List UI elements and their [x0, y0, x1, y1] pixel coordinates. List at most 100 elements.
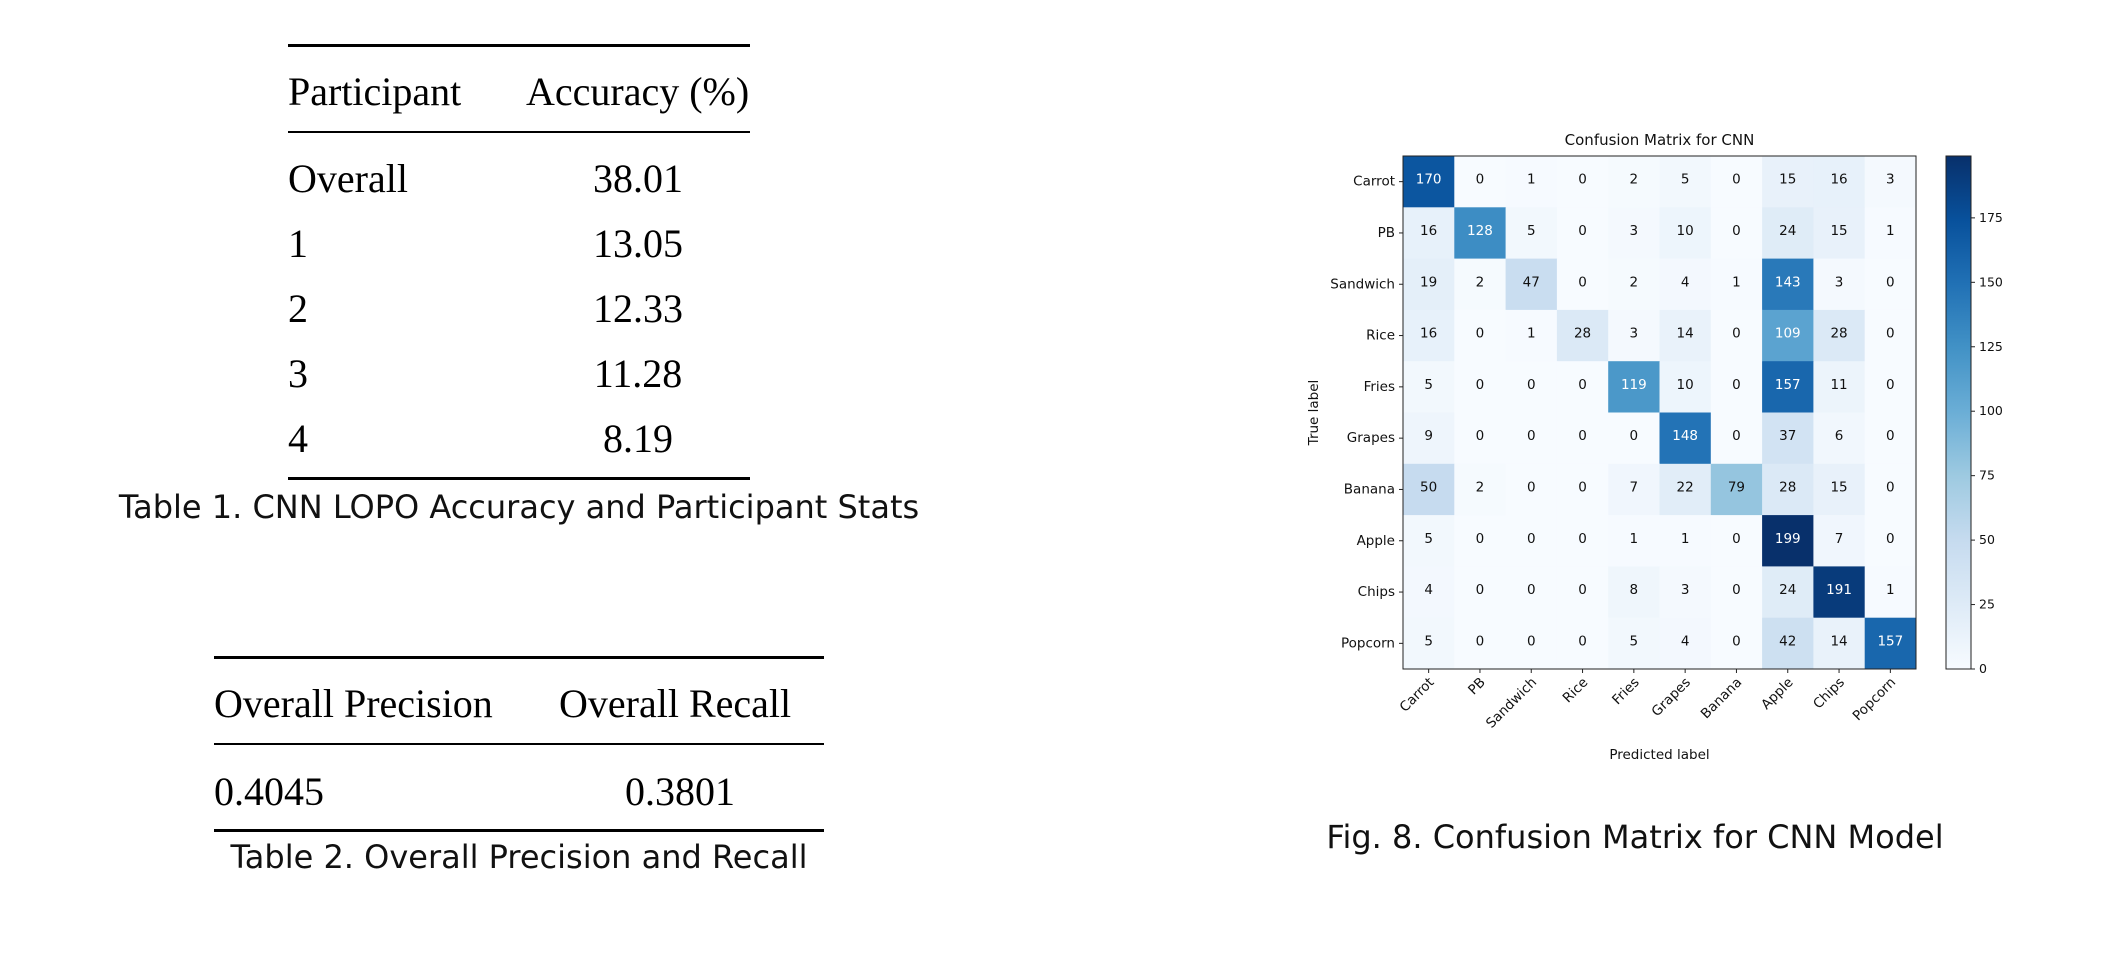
cell-value-label: 16	[1420, 326, 1437, 342]
matrix-cell	[1813, 463, 1866, 516]
matrix-cell	[1505, 412, 1558, 465]
cell-value-label: 11	[1830, 377, 1847, 393]
cell-value-label: 15	[1830, 223, 1847, 239]
table-1-header-accuracy: Accuracy (%)	[526, 69, 750, 114]
x-tick-label: PB	[1465, 675, 1489, 699]
table-1-cell-accuracy: 12.33	[593, 286, 683, 331]
matrix-cell	[1454, 412, 1507, 465]
matrix-cell	[1608, 617, 1660, 670]
x-tick-label: Sandwich	[1483, 675, 1540, 732]
matrix-cell	[1556, 515, 1609, 567]
colorbar-tick-label: 75	[1979, 468, 1995, 483]
cell-value-label: 0	[1732, 172, 1741, 188]
matrix-cell	[1762, 361, 1814, 413]
colorbar-tick-label: 50	[1979, 532, 1995, 547]
table-1-caption: Table 1. CNN LOPO Accuracy and Participa…	[118, 488, 920, 526]
cell-value-label: 128	[1467, 223, 1493, 239]
table-1-cell-accuracy: 38.01	[593, 156, 683, 201]
cell-value-label: 42	[1779, 633, 1796, 649]
cell-value-label: 15	[1830, 479, 1847, 495]
matrix-cell	[1556, 463, 1609, 516]
cell-value-label: 7	[1630, 479, 1639, 495]
matrix-cell	[1813, 361, 1866, 413]
matrix-cell	[1556, 361, 1609, 413]
matrix-cell	[1710, 258, 1763, 311]
cell-value-label: 148	[1672, 428, 1698, 444]
table-1-cell-participant: 3	[288, 351, 308, 396]
matrix-cell	[1505, 156, 1558, 208]
cell-value-label: 10	[1677, 377, 1694, 393]
cell-value-label: 37	[1779, 428, 1796, 444]
matrix-cell	[1659, 156, 1712, 208]
cell-value-label: 0	[1476, 172, 1485, 188]
cell-value-label: 0	[1578, 172, 1587, 188]
table-1-cell-participant: 2	[288, 286, 308, 331]
matrix-cell	[1813, 412, 1866, 465]
cell-value-label: 0	[1578, 428, 1587, 444]
cell-value-label: 0	[1578, 274, 1587, 290]
matrix-cell	[1403, 463, 1455, 516]
colorbar-tick-label: 100	[1979, 403, 2003, 418]
cell-value-label: 0	[1578, 582, 1587, 598]
matrix-cell	[1608, 309, 1660, 362]
cell-value-label: 0	[1527, 633, 1536, 649]
matrix-cell	[1505, 463, 1558, 516]
table-2-cell-recall: 0.3801	[625, 769, 735, 814]
cell-value-label: 199	[1775, 531, 1801, 547]
cell-value-label: 0	[1476, 377, 1485, 393]
y-tick-label: Fries	[1364, 379, 1395, 395]
cell-value-label: 0	[1527, 428, 1536, 444]
cell-value-label: 1	[1886, 582, 1895, 598]
matrix-cell	[1403, 309, 1455, 362]
cell-value-label: 1	[1681, 531, 1690, 547]
cell-value-label: 0	[1527, 377, 1536, 393]
matrix-cell	[1762, 463, 1814, 516]
table-1-bottom-rule	[288, 477, 750, 480]
y-tick-label: Apple	[1357, 533, 1395, 549]
y-axis-label: True label	[1306, 380, 1322, 447]
cell-value-label: 5	[1527, 223, 1536, 239]
matrix-cell	[1659, 361, 1712, 413]
y-tick-label: Banana	[1344, 481, 1395, 497]
matrix-cell	[1710, 156, 1763, 208]
cell-value-label: 1	[1527, 326, 1536, 342]
matrix-cell	[1505, 566, 1558, 619]
colorbar-tick-label: 175	[1979, 210, 2003, 225]
matrix-cell	[1556, 412, 1609, 465]
matrix-cell	[1762, 515, 1814, 567]
table-1-cell-accuracy: 13.05	[593, 221, 683, 266]
colorbar-tick-label: 25	[1979, 597, 1995, 612]
cell-value-label: 19	[1420, 274, 1437, 290]
matrix-cell	[1710, 617, 1763, 670]
cell-value-label: 50	[1420, 479, 1437, 495]
cell-value-label: 24	[1779, 223, 1796, 239]
matrix-cell	[1556, 258, 1609, 311]
cell-value-label: 0	[1886, 531, 1895, 547]
matrix-cell	[1505, 207, 1558, 260]
matrix-cell	[1454, 309, 1507, 362]
y-tick-label: Carrot	[1353, 174, 1395, 190]
cell-value-label: 0	[1732, 326, 1741, 342]
cell-value-label: 9	[1424, 428, 1433, 444]
matrix-cell	[1556, 566, 1609, 619]
cell-value-label: 47	[1523, 274, 1540, 290]
cell-value-label: 5	[1681, 172, 1690, 188]
matrix-cell	[1454, 617, 1507, 670]
matrix-cell	[1608, 207, 1660, 260]
cell-value-label: 1	[1732, 274, 1741, 290]
matrix-cell	[1454, 258, 1507, 311]
table-1-top-rule	[288, 44, 750, 47]
matrix-cell	[1710, 361, 1763, 413]
matrix-cell	[1403, 361, 1455, 413]
cell-value-label: 22	[1677, 479, 1694, 495]
table-2-top-rule	[214, 656, 824, 659]
cell-value-label: 0	[1732, 582, 1741, 598]
cell-value-label: 2	[1476, 479, 1485, 495]
cell-value-label: 2	[1630, 274, 1639, 290]
figure-8-caption: Fig. 8. Confusion Matrix for CNN Model	[1326, 818, 1944, 856]
table-2-header-precision: Overall Precision	[214, 681, 493, 726]
cell-value-label: 28	[1574, 326, 1591, 342]
matrix-cell	[1762, 412, 1814, 465]
matrix-cell	[1762, 156, 1814, 208]
cell-value-label: 3	[1835, 274, 1844, 290]
